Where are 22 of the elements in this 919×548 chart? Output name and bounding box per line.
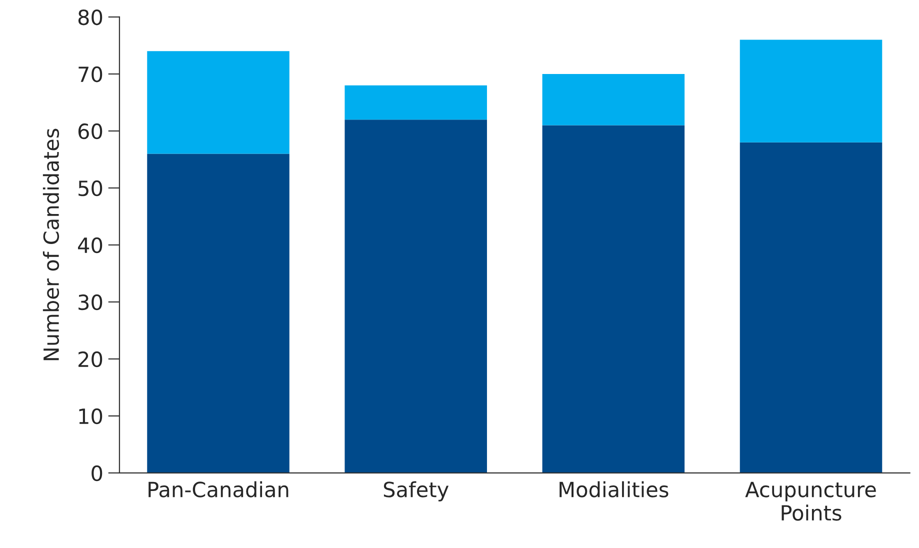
y-tick-label: 80: [78, 9, 102, 26]
y-tick-label: 60: [78, 123, 102, 140]
y-tick-label: 50: [78, 180, 102, 196]
y-tick-label: 10: [79, 408, 102, 424]
x-tick-label: Pan-Canadian: [148, 481, 288, 498]
y-tick-label: 30: [78, 294, 102, 310]
y-tick-label: 20: [78, 351, 102, 368]
bar: [344, 85, 487, 120]
bar: [147, 154, 290, 473]
bar: [542, 74, 685, 126]
x-tick-label: Modialities: [560, 481, 668, 498]
bar: [542, 125, 685, 473]
bar: [344, 120, 487, 473]
x-tick-label: Safety: [384, 481, 449, 502]
bar: [147, 51, 290, 154]
y-tick-label: 70: [78, 66, 102, 82]
bar: [740, 40, 882, 142]
y-tick-label: 0: [92, 465, 102, 482]
bar: [740, 142, 882, 473]
y-tick-label: 40: [78, 237, 102, 254]
x-tick-label: Acupuncture Points: [745, 482, 876, 521]
y-axis-title: Number of Candidates: [42, 128, 60, 360]
